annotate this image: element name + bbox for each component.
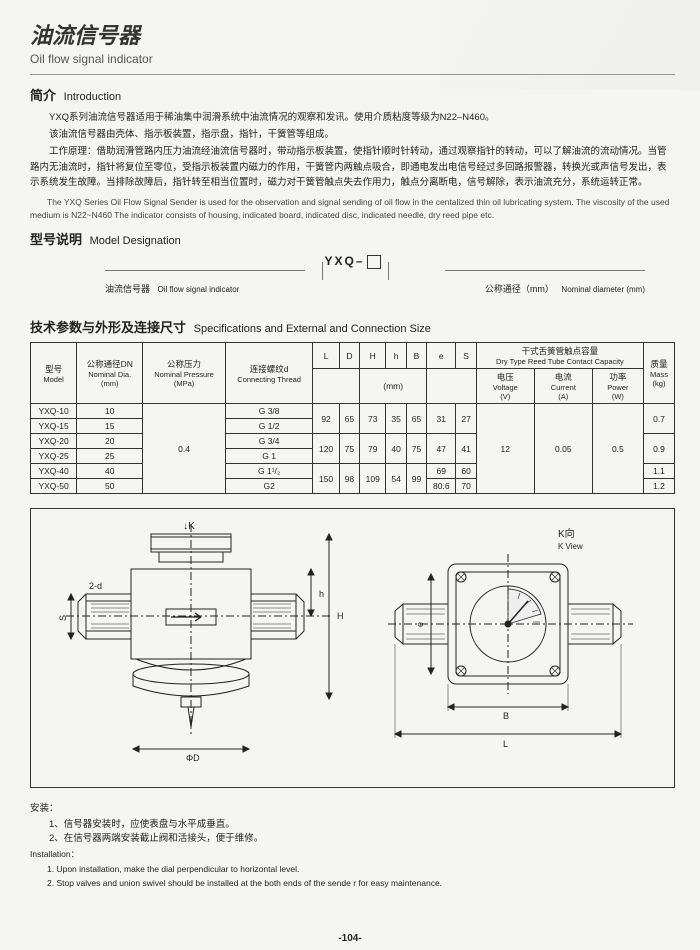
designation-left-en: Oil flow signal indicator [158,285,240,294]
th-volt: 电压Voltage(V) [476,369,534,404]
intro-p2: 该油流信号器由壳体、指示板装置，指示盘，指针，干簧管等组成。 [30,127,675,142]
th-S: S [456,343,476,369]
page-number: -104- [338,933,361,944]
th-pressure: 公称压力Nominal Pressure(MPa) [143,343,226,404]
cell-current: 0.05 [534,404,592,494]
spec-heading-cn: 技术参数与外形及连接尺寸 [30,320,186,335]
th-reed: 干式舌簧管触点容量Dry Type Reed Tube Contact Capa… [476,343,643,369]
intro-p1: YXQ系列油流信号器适用于稀油集中润滑系统中油流情况的观察和发讯。使用介质粘度等… [30,110,675,125]
th-H: H [360,343,386,369]
svg-text:h: h [319,589,324,599]
th-e: e [427,343,456,369]
svg-text:B: B [503,711,509,721]
designation-vline-left [322,262,323,280]
spec-heading-en: Specifications and External and Connecti… [194,323,431,335]
svg-text:2-d: 2-d [89,581,102,591]
designation-code: YXQ– [324,254,364,268]
designation-right-en: Nominal diameter (mm) [561,285,645,294]
table-row: YXQ-1010 0.4 G 3/8 92657335653127 12 0.0… [31,404,675,419]
designation-center: YXQ– [324,254,380,269]
intro-en: The YXQ Series Oil Flow Signal Sender is… [30,196,675,222]
spec-heading: 技术参数与外形及连接尺寸 Specifications and External… [30,317,675,336]
designation-hline-right [445,270,645,271]
designation-heading-cn: 型号说明 [30,232,82,247]
cell-power: 0.5 [592,404,643,494]
intro-heading-en: Introduction [64,91,121,103]
svg-text:K向: K向 [558,527,575,540]
th-D: D [339,343,359,369]
th-dn: 公称通径DNNominal Dia.(mm) [77,343,143,404]
th-pow: 功率Power(W) [592,369,643,404]
spec-table: 型号Model 公称通径DNNominal Dia.(mm) 公称压力Nomin… [30,342,675,494]
install-item1-en: 1. Upon installation, make the dial perp… [47,864,675,874]
install-item2-en: 2. Stop valves and union swivel should b… [47,878,675,888]
install-heading-cn: 安装： [30,800,675,814]
cell-voltage: 12 [476,404,534,494]
table-header-row1: 型号Model 公称通径DNNominal Dia.(mm) 公称压力Nomin… [31,343,675,369]
th-model: 型号Model [31,343,77,404]
technical-drawings: ↓K 2-d [30,508,675,788]
svg-text:e: e [415,622,425,627]
title-chinese: 油流信号器 [30,18,675,50]
install-item1-cn: 1、信号器安装时，应使表盘与水平成垂直。 [49,816,675,830]
designation-vline-right [388,262,389,280]
drawing-k-view: K向 K View [353,509,675,787]
header-divider [30,74,675,75]
th-curr: 电流Current(A) [534,369,592,404]
designation-right-cn: 公称通径（mm） [485,284,554,294]
intro-heading-cn: 简介 [30,88,56,103]
th-h: h [386,343,406,369]
designation-heading: 型号说明 Model Designation [30,229,675,248]
page-header: 油流信号器 Oil flow signal indicator [30,18,675,66]
drawing-side-view: ↓K 2-d [31,509,353,787]
th-mass: 质量Mass(kg) [643,343,674,404]
svg-text:L: L [503,739,508,749]
th-thread: 连接螺纹dConnecting Thread [225,343,313,404]
th-L: L [313,343,339,369]
designation-diagram: YXQ– 油流信号器 Oil flow signal indicator 公称通… [30,254,675,309]
svg-text:↓K: ↓K [183,521,195,532]
designation-left-cn: 油流信号器 [105,284,150,294]
title-english: Oil flow signal indicator [30,52,675,66]
designation-label-left: 油流信号器 Oil flow signal indicator [105,282,239,295]
svg-text:H: H [337,611,344,621]
designation-label-right: 公称通径（mm） Nominal diameter (mm) [485,282,645,295]
intro-p3: 工作原理：借助润滑管路内压力油流经油流信号器时，带动指示板装置，使指针顺时针转动… [30,144,675,190]
cell-pressure: 0.4 [143,404,226,494]
svg-text:K View: K View [558,542,583,551]
install-heading-en: Installation： [30,848,675,860]
th-dim-unit: (mm) [360,369,427,404]
designation-hline-left [105,270,305,271]
intro-heading: 简介 Introduction [30,85,675,104]
install-item2-cn: 2、在信号器两端安装截止阀和活接头，便于维修。 [49,830,675,844]
svg-text:ΦD: ΦD [186,753,200,763]
installation-section: 安装： 1、信号器安装时，应使表盘与水平成垂直。 2、在信号器两端安装截止阀和活… [30,800,675,888]
th-B: B [406,343,426,369]
designation-heading-en: Model Designation [90,235,181,247]
designation-blank-box [367,255,381,269]
